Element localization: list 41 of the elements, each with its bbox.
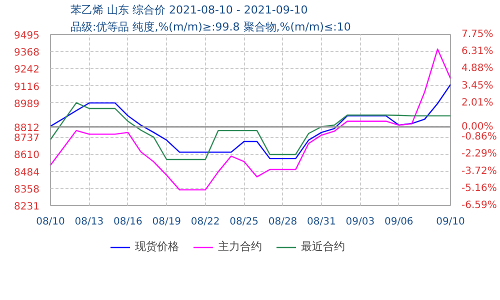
x-tick-label: 08/25 (230, 216, 258, 228)
legend-label: 主力合约 (218, 239, 262, 254)
x-tick-label: 08/10 (36, 216, 65, 228)
y2-tick-label: 7.75% (462, 29, 494, 40)
chart-title: 苯乙烯 山东 综合价 2021-08-10 - 2021-09-10 (70, 4, 308, 16)
x-tick-label: 09/10 (436, 216, 465, 228)
y-tick-label: 9242 (14, 64, 40, 76)
y-tick-label: 8737 (14, 133, 40, 144)
x-tick-label: 08/31 (307, 216, 336, 228)
y2-tick-label: -6.59% (462, 200, 497, 211)
line-series (50, 48, 450, 190)
x-tick-label: 09/03 (346, 216, 375, 228)
y2-tick-label: -0.86% (462, 132, 497, 143)
x-tick-label: 08/19 (152, 216, 182, 228)
chart-subtitle: 品级:优等品 纯度,%(m/m)≥:99.8 聚合物,%(m/m)≤:10 (70, 20, 351, 34)
y-tick-label: 8989 (14, 98, 40, 110)
y-tick-label: 8812 (14, 122, 40, 134)
y2-tick-label: 2.01% (462, 97, 494, 108)
x-tick-label: 08/13 (74, 216, 104, 228)
y-tick-label: 9368 (14, 48, 40, 59)
y2-tick-label: -5.16% (462, 182, 497, 194)
y-tick-label: 8484 (14, 167, 40, 178)
y2-tick-label: -2.29% (462, 148, 497, 160)
x-tick-label: 08/28 (268, 216, 298, 228)
y-tick-label: 9495 (14, 30, 40, 42)
y2-tick-label: 3.45% (462, 80, 494, 92)
line-series (50, 84, 450, 160)
y2-tick-label: 4.88% (462, 63, 494, 74)
y2-tick-label: -3.72% (462, 166, 497, 177)
y2-tick-label: 6.31% (462, 46, 494, 58)
legend-label: 现货价格 (135, 239, 179, 254)
y-tick-label: 8610 (14, 150, 40, 162)
legend-label: 最近合约 (301, 239, 345, 254)
x-tick-label: 09/06 (384, 216, 414, 228)
y-tick-label: 9116 (14, 82, 40, 93)
x-tick-label: 08/22 (190, 216, 220, 228)
line-series (50, 102, 450, 160)
x-tick-label: 08/16 (114, 216, 142, 228)
y-tick-label: 8358 (14, 184, 40, 196)
y-tick-label: 8231 (14, 202, 40, 212)
y2-tick-label: 0.00% (462, 121, 494, 132)
